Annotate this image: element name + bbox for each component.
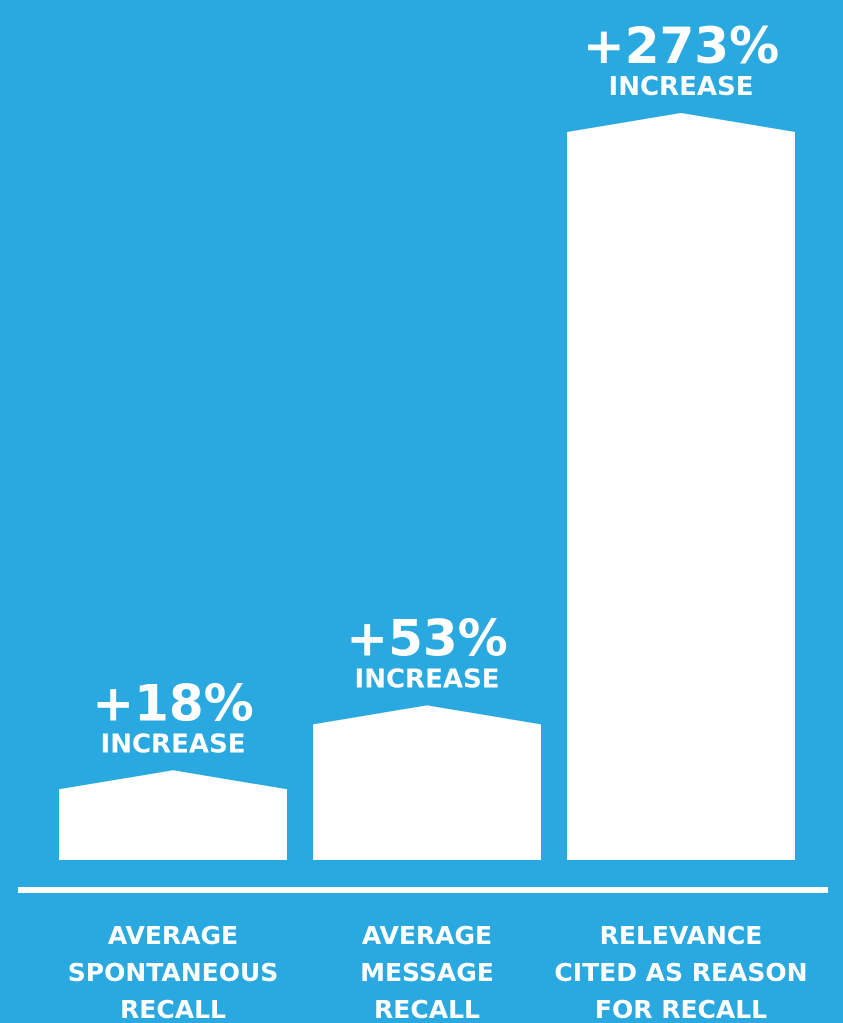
bar-2 [313,705,541,860]
category-label-1-line-1: AVERAGE [108,921,238,950]
category-label-1-line-3: RECALL [120,995,226,1023]
category-label-2-line-3: RECALL [374,995,480,1023]
bar-value-label-1: +18% [92,674,254,732]
bar-increase-label-2: INCREASE [355,664,500,694]
bar-increase-label-1: INCREASE [101,729,246,759]
bar-value-label-3: +273% [583,17,779,75]
labels-layer: +18%INCREASEAVERAGESPONTANEOUSRECALL+53%… [68,17,808,1023]
category-label-3-line-1: RELEVANCE [600,921,763,950]
bars-layer [59,113,795,860]
category-label-2-line-2: MESSAGE [360,958,494,987]
category-label-2-line-1: AVERAGE [362,921,492,950]
bar-increase-label-3: INCREASE [609,72,754,102]
bar-3 [567,113,795,860]
category-label-1-line-2: SPONTANEOUS [68,958,279,987]
bar-value-label-2: +53% [346,609,508,667]
bar-1 [59,770,287,860]
category-label-3-line-3: FOR RECALL [595,995,767,1023]
category-label-3-line-2: CITED AS REASON [554,958,807,987]
